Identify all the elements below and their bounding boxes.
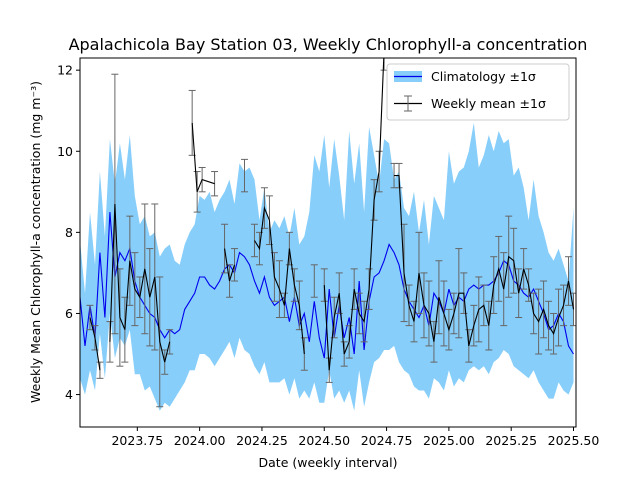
plot-area <box>80 58 576 411</box>
legend-label-climatology: Climatology ±1σ <box>431 69 536 84</box>
weekly-mean-line <box>89 58 575 371</box>
climatology-band-layer <box>80 122 574 411</box>
errorbar <box>250 223 258 258</box>
errorbar <box>96 361 104 379</box>
y-tick-label: 8 <box>65 225 73 240</box>
x-tick-label: 2024.00 <box>174 433 226 448</box>
y-tick-label: 10 <box>57 144 73 159</box>
x-axis-ticks: 2023.75 2024.00 2024.25 2024.50 2024.75 2025.… <box>111 427 599 448</box>
climatology-band <box>80 122 574 411</box>
errorbar <box>188 89 196 156</box>
errorbar <box>221 223 229 274</box>
y-axis-ticks: 4 6 8 10 12 <box>57 63 80 402</box>
x-tick-label: 2025.50 <box>548 433 600 448</box>
y-tick-label: 12 <box>57 63 73 78</box>
x-tick-label: 2024.75 <box>361 433 413 448</box>
y-tick-label: 4 <box>65 387 73 402</box>
chart-title: Apalachicola Bay Station 03, Weekly Chlo… <box>69 35 588 54</box>
legend-label-weekly: Weekly mean ±1σ <box>431 96 546 111</box>
axes-frame <box>79 57 577 428</box>
x-tick-label: 2024.25 <box>236 433 288 448</box>
errorbar <box>241 158 249 193</box>
x-tick-label: 2025.25 <box>485 433 537 448</box>
x-tick-label: 2024.50 <box>298 433 350 448</box>
x-axis-label: Date (weekly interval) <box>259 455 398 470</box>
legend-box <box>386 63 570 121</box>
errorbar <box>320 268 328 302</box>
x-tick-label: 2023.75 <box>111 433 163 448</box>
errorbar <box>231 248 239 282</box>
weekly-line-layer <box>89 58 575 371</box>
y-axis-label: Weekly Mean Chlorophyll-a concentration … <box>28 81 43 403</box>
errorbar <box>300 337 308 371</box>
legend: Climatology ±1σ Weekly mean ±1σ <box>386 63 570 121</box>
errorbar <box>310 264 318 298</box>
y-tick-label: 6 <box>65 306 73 321</box>
x-tick-label: 2025.00 <box>423 433 475 448</box>
